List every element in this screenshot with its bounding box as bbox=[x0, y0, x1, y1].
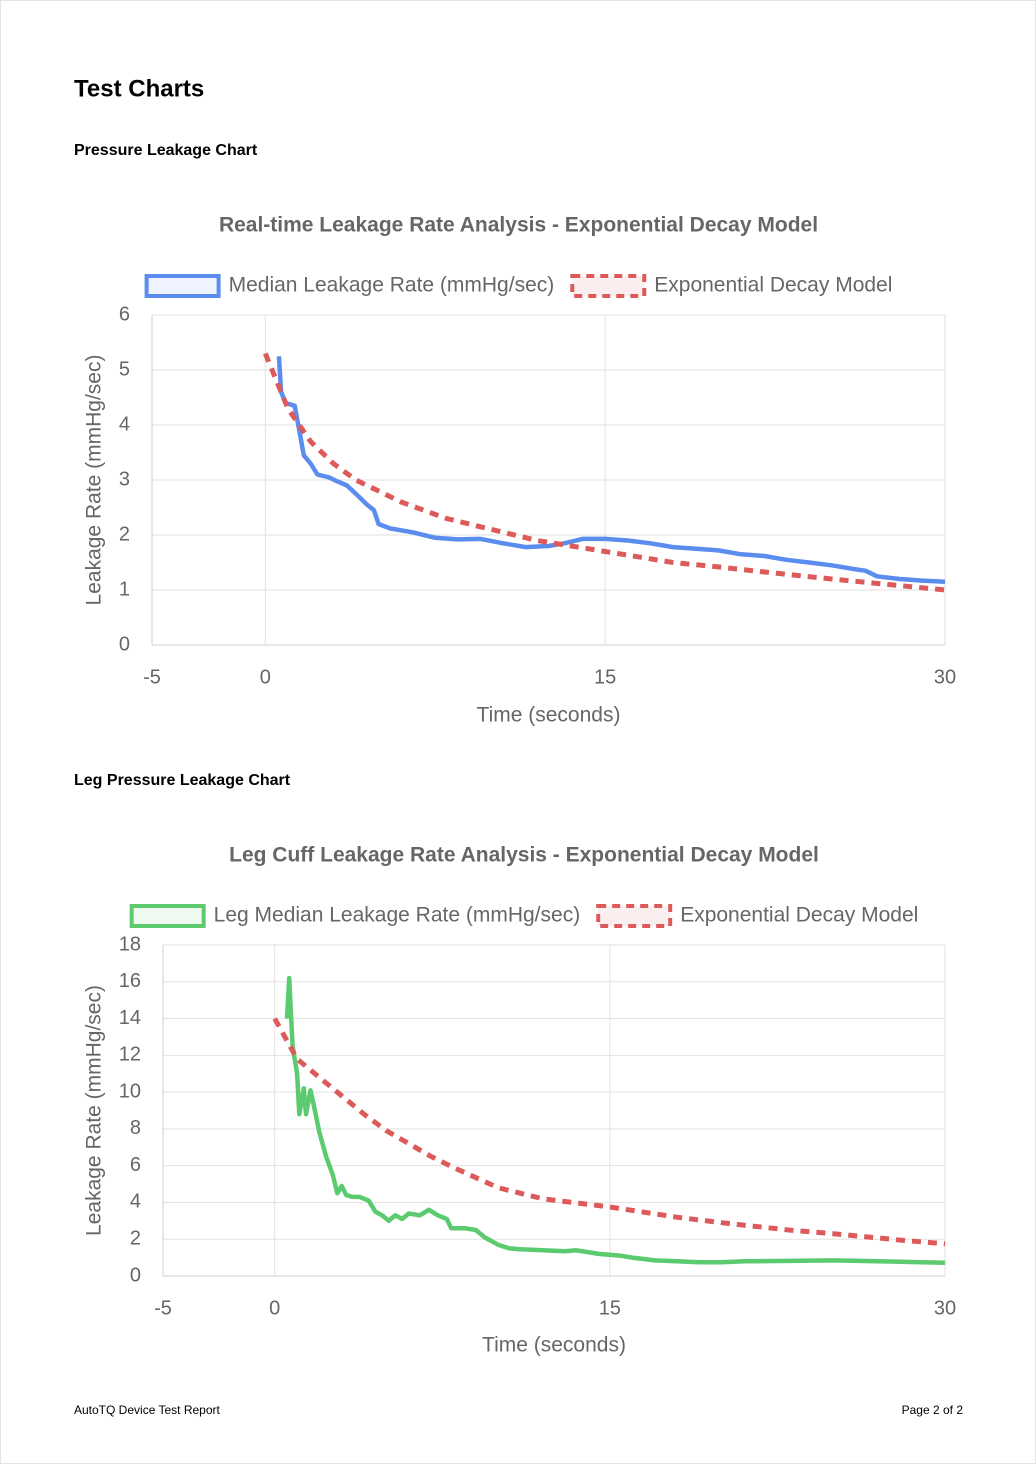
y-tick-label: 0 bbox=[119, 633, 130, 655]
section-title: Leg Pressure Leakage Chart bbox=[74, 772, 291, 789]
legend: Median Leakage Rate (mmHg/sec) Exponentia… bbox=[144, 274, 892, 298]
legend-swatch bbox=[129, 904, 206, 928]
data-line bbox=[284, 975, 946, 1266]
x-tick-label: -5 bbox=[143, 666, 161, 688]
legend-label: Leg Median Leakage Rate (mmHg/sec) bbox=[214, 904, 581, 927]
chart-title: Leg Cuff Leakage Rate Analysis - Exponen… bbox=[229, 844, 819, 867]
y-tick-label: 6 bbox=[130, 1154, 141, 1176]
y-tick-label: 4 bbox=[119, 413, 130, 435]
footer-left: AutoTQ Device Test Report bbox=[74, 1403, 221, 1417]
legend-swatch bbox=[144, 274, 221, 298]
y-tick-label: 8 bbox=[130, 1117, 141, 1139]
y-tick-label: 5 bbox=[119, 358, 130, 380]
y-tick-label: 10 bbox=[119, 1080, 141, 1102]
legend-swatch bbox=[570, 274, 647, 298]
data-line bbox=[276, 356, 946, 585]
x-tick-label: 30 bbox=[934, 666, 956, 688]
legend-label: Exponential Decay Model bbox=[654, 274, 892, 297]
data-line bbox=[272, 1017, 946, 1247]
y-tick-label: 12 bbox=[119, 1044, 141, 1066]
legend: Leg Median Leakage Rate (mmHg/sec) Expone… bbox=[129, 904, 918, 928]
section-title: Pressure Leakage Chart bbox=[74, 142, 258, 159]
x-tick-label: -5 bbox=[154, 1297, 172, 1319]
x-tick-label: 0 bbox=[260, 666, 271, 688]
legend-swatch bbox=[596, 904, 673, 928]
legend-label: Exponential Decay Model bbox=[680, 904, 918, 927]
footer-right: Page 2 of 2 bbox=[902, 1403, 964, 1417]
y-tick-label: 14 bbox=[119, 1007, 141, 1029]
x-axis-title: Time (seconds) bbox=[477, 704, 621, 727]
y-tick-label: 2 bbox=[119, 523, 130, 545]
x-axis-title: Time (seconds) bbox=[482, 1334, 626, 1357]
chart-title: Real-time Leakage Rate Analysis - Expone… bbox=[219, 214, 818, 237]
y-axis-title: Leakage Rate (mmHg/sec) bbox=[83, 355, 106, 606]
x-tick-label: 15 bbox=[594, 666, 616, 688]
x-tick-label: 0 bbox=[269, 1297, 280, 1319]
y-axis-title: Leakage Rate (mmHg/sec) bbox=[83, 985, 106, 1236]
y-tick-label: 18 bbox=[119, 933, 141, 955]
y-tick-label: 2 bbox=[130, 1228, 141, 1250]
y-tick-label: 16 bbox=[119, 970, 141, 992]
y-tick-label: 4 bbox=[130, 1191, 141, 1213]
y-tick-label: 3 bbox=[119, 468, 130, 490]
x-tick-label: 30 bbox=[934, 1297, 956, 1319]
legend-label: Median Leakage Rate (mmHg/sec) bbox=[229, 274, 555, 297]
y-tick-label: 0 bbox=[130, 1264, 141, 1286]
y-tick-label: 1 bbox=[119, 578, 130, 600]
y-tick-label: 6 bbox=[119, 303, 130, 325]
page-title: Test Charts bbox=[74, 75, 204, 102]
x-tick-label: 15 bbox=[599, 1297, 621, 1319]
